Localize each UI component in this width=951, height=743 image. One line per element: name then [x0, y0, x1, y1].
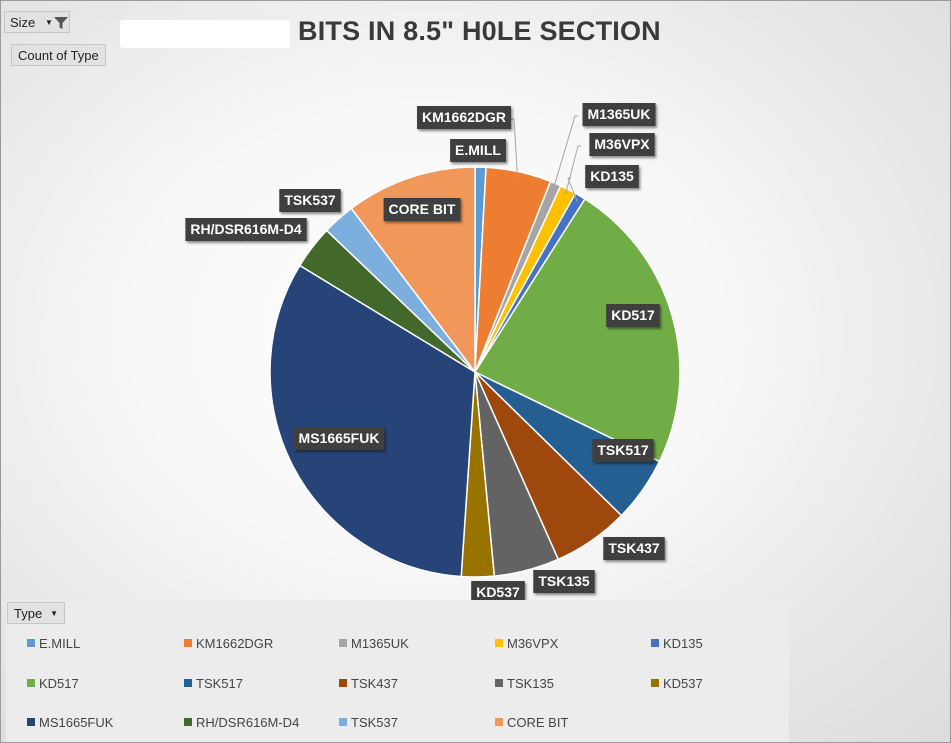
- legend-label: KM1662DGR: [196, 636, 274, 651]
- legend-label: CORE BIT: [507, 715, 569, 730]
- svg-text:TSK517: TSK517: [597, 442, 649, 458]
- data-label-tsk135: TSK135: [533, 570, 595, 593]
- legend-label: E.MILL: [39, 636, 81, 651]
- legend-label: TSK437: [351, 676, 398, 691]
- filter-funnel-icon: [54, 17, 68, 29]
- legend-swatch: [27, 639, 35, 647]
- type-field-label: Type: [14, 606, 43, 621]
- size-filter-button[interactable]: Size ▼: [4, 11, 70, 33]
- legend-item-tsk437[interactable]: TSK437: [339, 676, 398, 692]
- data-label-ms1665fuk: MS1665FUK: [293, 427, 385, 450]
- svg-text:TSK537: TSK537: [284, 192, 336, 208]
- svg-text:TSK437: TSK437: [608, 540, 660, 556]
- svg-text:RH/DSR616M-D4: RH/DSR616M-D4: [190, 221, 301, 237]
- data-label-kd517: KD517: [606, 304, 660, 327]
- leader-line-m1365uk: [552, 115, 578, 190]
- legend-item-kd537[interactable]: KD537: [651, 676, 703, 692]
- data-label-e-mill: E.MILL: [450, 139, 506, 162]
- legend-item-tsk135[interactable]: TSK135: [495, 676, 554, 692]
- legend-label: TSK135: [507, 676, 554, 691]
- legend: [6, 600, 789, 742]
- data-label-tsk517: TSK517: [592, 439, 654, 462]
- svg-text:TSK135: TSK135: [538, 573, 590, 589]
- data-label-m1365uk: M1365UK: [582, 103, 656, 126]
- legend-item-ms1665fuk[interactable]: MS1665FUK: [27, 715, 113, 731]
- legend-item-tsk517[interactable]: TSK517: [184, 676, 243, 692]
- legend-swatch: [184, 718, 192, 726]
- svg-text:KD517: KD517: [611, 307, 655, 323]
- legend-swatch: [339, 639, 347, 647]
- svg-text:KM1662DGR: KM1662DGR: [422, 109, 506, 125]
- data-label-m36vpx: M36VPX: [589, 133, 655, 156]
- data-label-kd135: KD135: [585, 165, 639, 188]
- pie-slice-kd517[interactable]: [473, 197, 681, 463]
- legend-item-e-mill[interactable]: E.MILL: [27, 636, 80, 652]
- data-label-kd537: KD537: [471, 581, 525, 604]
- data-label-core-bit: CORE BIT: [383, 198, 461, 221]
- size-filter-label: Size: [10, 15, 36, 30]
- legend-item-m36vpx[interactable]: M36VPX: [495, 636, 558, 652]
- legend-item-kd135[interactable]: KD135: [651, 636, 703, 652]
- legend-label: M36VPX: [507, 636, 559, 651]
- pie-slice-ms1665fuk[interactable]: [269, 264, 476, 578]
- data-label-km1662dgr: KM1662DGR: [417, 106, 511, 129]
- legend-swatch: [495, 718, 503, 726]
- legend-label: RH/DSR616M-D4: [196, 715, 300, 730]
- svg-text:E.MILL: E.MILL: [455, 142, 501, 158]
- legend-item-rh-dsr616m-d4[interactable]: RH/DSR616M-D4: [184, 715, 299, 731]
- legend-label: KD135: [663, 636, 703, 651]
- legend-item-tsk537[interactable]: TSK537: [339, 715, 398, 731]
- svg-text:M36VPX: M36VPX: [594, 136, 650, 152]
- legend-swatch: [495, 639, 503, 647]
- legend-item-m1365uk[interactable]: M1365UK: [339, 636, 409, 652]
- data-label-tsk537: TSK537: [279, 189, 341, 212]
- type-field-button[interactable]: Type ▼: [7, 602, 65, 624]
- data-label-tsk437: TSK437: [603, 537, 665, 560]
- legend-item-core-bit[interactable]: CORE BIT: [495, 715, 568, 731]
- svg-text:CORE BIT: CORE BIT: [389, 201, 456, 217]
- legend-label: TSK517: [196, 676, 243, 691]
- legend-swatch: [27, 718, 35, 726]
- svg-text:M1365UK: M1365UK: [587, 106, 650, 122]
- legend-swatch: [27, 679, 35, 687]
- svg-text:KD135: KD135: [590, 168, 634, 184]
- legend-swatch: [339, 718, 347, 726]
- legend-label: KD537: [663, 676, 703, 691]
- dropdown-arrow-icon: ▼: [50, 609, 58, 618]
- leader-line-kd135: [567, 177, 578, 202]
- redacted-title-block: [120, 20, 290, 48]
- leader-line-m36vpx: [564, 145, 581, 196]
- legend-label: TSK537: [351, 715, 398, 730]
- dropdown-arrow-icon: ▼: [45, 18, 53, 27]
- legend-label: MS1665FUK: [39, 715, 114, 730]
- count-of-type-button[interactable]: Count of Type: [11, 44, 106, 66]
- legend-item-km1662dgr[interactable]: KM1662DGR: [184, 636, 273, 652]
- pie-slices: [269, 166, 681, 578]
- legend-swatch: [651, 679, 659, 687]
- legend-swatch: [495, 679, 503, 687]
- svg-text:MS1665FUK: MS1665FUK: [299, 430, 380, 446]
- legend-label: M1365UK: [351, 636, 409, 651]
- chart-title: BITS IN 8.5" H0LE SECTION: [298, 16, 661, 46]
- legend-swatch: [184, 639, 192, 647]
- legend-label: KD517: [39, 676, 79, 691]
- legend-item-kd517[interactable]: KD517: [27, 676, 79, 692]
- legend-swatch: [651, 639, 659, 647]
- svg-text:KD537: KD537: [476, 584, 520, 600]
- leader-line-km1662dgr: [511, 118, 519, 178]
- data-label-rh-dsr616m-d4: RH/DSR616M-D4: [185, 218, 307, 241]
- legend-swatch: [184, 679, 192, 687]
- legend-swatch: [339, 679, 347, 687]
